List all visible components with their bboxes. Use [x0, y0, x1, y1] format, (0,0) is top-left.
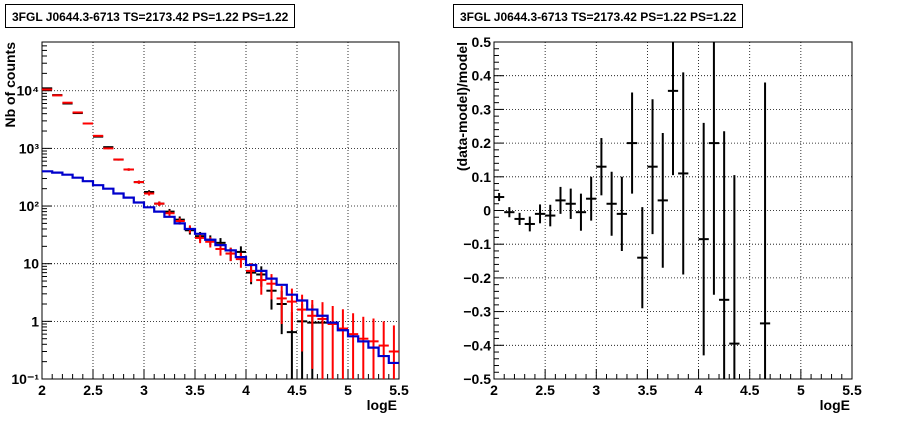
y-tick-label: 0.1 — [472, 169, 492, 185]
y-tick-label: 0.2 — [472, 135, 492, 151]
x-tick-label: 3 — [592, 382, 600, 398]
series-0 — [494, 42, 771, 379]
x-tick-label: 3.5 — [185, 382, 205, 398]
y-tick-label: 10⁴ — [17, 83, 40, 99]
right-chart-panel: 3FGL J0644.3-6713 TS=2173.42 PS=1.22 PS=… — [449, 0, 898, 421]
y-tick-label: −0.3 — [463, 304, 491, 320]
grid — [494, 42, 852, 379]
counts-spectrum-chart: 2 2.5 3 3.5 4 4.5 5 5.5 10⁻¹ 1 10 10² 10³ 10⁴ logE Nb o… — [2, 41, 409, 413]
chart-title: 3FGL J0644.3-6713 TS=2173.42 PS=1.22 PS=… — [453, 4, 744, 28]
x-tick-label: 4 — [242, 382, 250, 398]
x-axis-label: logE — [367, 397, 397, 413]
y-tick-label: 10⁻¹ — [11, 371, 39, 387]
y-tick-label: −0.2 — [463, 270, 491, 286]
y-tick-label: 10² — [19, 198, 40, 214]
axis-ticks — [493, 41, 853, 380]
x-tick-label: 5 — [797, 382, 805, 398]
y-axis-label: (data-model)/model — [454, 42, 470, 171]
x-tick-label: 2.5 — [535, 382, 555, 398]
residuals-chart: 2 2.5 3 3.5 4 4.5 5 5.5 −0.5 −0.4 −0.3 −0.2 −0.1 0 0.1… — [454, 34, 862, 413]
x-tick-label: 4.5 — [287, 382, 307, 398]
x-tick-label: 5.5 — [842, 382, 862, 398]
x-tick-label: 4.5 — [740, 382, 760, 398]
plot-area — [42, 87, 399, 379]
axis-ticks — [41, 41, 400, 380]
x-axis-label: logE — [820, 397, 850, 413]
y-tick-label: 10³ — [19, 140, 40, 156]
y-tick-label: −0.4 — [463, 337, 491, 353]
model-step-line — [42, 170, 399, 365]
y-axis-label: Nb of counts — [2, 42, 18, 128]
y-tick-label: 0.4 — [472, 68, 492, 84]
x-tick-label: 2.5 — [83, 382, 103, 398]
x-tick-label: 2 — [38, 382, 46, 398]
y-tick-label: 10 — [23, 256, 39, 272]
y-tick-label: 0.3 — [472, 101, 492, 117]
x-tick-label: 3 — [140, 382, 148, 398]
x-tick-label: 4 — [695, 382, 703, 398]
grid — [42, 42, 399, 379]
y-tick-label: −0.5 — [463, 371, 491, 387]
x-tick-label: 5.5 — [389, 382, 409, 398]
x-tick-label: 5 — [344, 382, 352, 398]
y-tick-label: 1 — [31, 313, 39, 329]
y-tick-label: 0 — [483, 203, 491, 219]
chart-title: 3FGL J0644.3-6713 TS=2173.42 PS=1.22 PS=… — [5, 4, 296, 28]
x-tick-label: 2 — [490, 382, 498, 398]
series-0 — [42, 87, 328, 379]
x-tick-label: 3.5 — [638, 382, 658, 398]
left-chart-panel: 3FGL J0644.3-6713 TS=2173.42 PS=1.22 PS=… — [2, 4, 409, 413]
y-tick-label: 0.5 — [472, 34, 492, 50]
plot-frame — [41, 41, 400, 380]
y-tick-label: −0.1 — [463, 236, 491, 252]
series-1 — [42, 88, 399, 379]
plot-area — [494, 42, 771, 379]
